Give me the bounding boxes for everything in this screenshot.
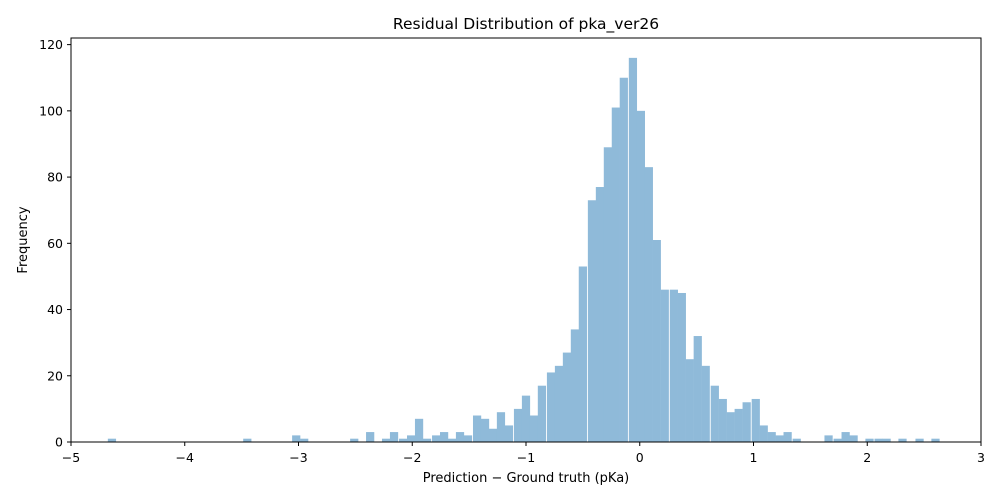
histogram-bar <box>422 438 432 442</box>
histogram-bar <box>931 438 940 442</box>
y-tick-label: 100 <box>39 103 63 118</box>
histogram-bar <box>554 365 564 442</box>
y-tick-label: 40 <box>47 302 63 317</box>
x-axis-label: Prediction − Ground truth (pKa) <box>423 471 630 486</box>
y-tick-label: 20 <box>47 368 63 383</box>
y-tick-label: 60 <box>47 236 63 251</box>
histogram-bar <box>865 438 874 442</box>
histogram-bar <box>480 418 490 442</box>
x-tick-label: −2 <box>403 450 421 465</box>
plot-frame <box>70 37 982 443</box>
histogram-bar <box>529 415 539 442</box>
histogram-bars <box>107 57 940 443</box>
histogram-bar <box>107 438 117 442</box>
chart-title: Residual Distribution of pka_ver26 <box>393 15 659 34</box>
x-tick-label: −1 <box>517 450 535 465</box>
histogram-bar <box>710 385 719 442</box>
histogram-bar <box>751 398 760 442</box>
histogram-bar <box>636 110 645 442</box>
y-tick-label: 120 <box>39 37 63 52</box>
histogram-bar <box>562 352 572 442</box>
histogram-bar <box>578 266 587 442</box>
histogram-bar <box>726 412 735 442</box>
histogram-bar <box>407 435 416 442</box>
histogram-bar <box>833 438 842 442</box>
histogram-bar <box>292 435 301 442</box>
histogram-bar <box>546 372 556 442</box>
y-tick-label: 0 <box>55 435 63 450</box>
histogram-bar <box>693 336 702 442</box>
histogram-bar <box>300 438 309 442</box>
x-tick-label: −4 <box>176 450 194 465</box>
histogram-bar <box>432 435 441 442</box>
histogram-bar <box>513 408 523 442</box>
histogram-bar <box>488 428 498 442</box>
histogram-bar <box>399 438 408 442</box>
histogram-bar <box>447 438 457 442</box>
histogram-bar <box>611 107 620 442</box>
histogram-bar <box>792 438 801 442</box>
histogram-bar <box>701 365 710 442</box>
x-tick-label: 0 <box>636 450 644 465</box>
histogram-bar <box>759 425 768 442</box>
x-tick-label: 1 <box>750 450 758 465</box>
histogram-bar <box>849 435 858 442</box>
y-axis-label: Frequency <box>16 206 31 273</box>
histogram-bar <box>628 57 638 443</box>
histogram-bar <box>243 438 252 442</box>
histogram-bar <box>898 438 907 442</box>
histogram-bar <box>504 425 514 442</box>
histogram-bar <box>350 438 359 442</box>
histogram-bar <box>669 289 678 442</box>
histogram-bar <box>463 435 473 442</box>
x-axis: −5 −4 −3 −2 −1 0 1 2 3 <box>62 442 985 465</box>
histogram-bar <box>824 435 833 442</box>
histogram-bar <box>677 292 686 442</box>
histogram-bar <box>619 77 628 443</box>
histogram-bar <box>685 359 694 442</box>
histogram-bar <box>381 438 391 442</box>
histogram-bar <box>660 289 669 442</box>
x-tick-label: −5 <box>62 450 80 465</box>
histogram-bar <box>570 329 580 442</box>
histogram-bar <box>783 432 792 442</box>
histogram-bar <box>389 432 399 442</box>
histogram-bar <box>521 395 531 442</box>
histogram-bar <box>439 432 449 442</box>
histogram-bar <box>496 412 506 442</box>
y-axis: 0 20 40 60 80 100 120 <box>39 37 71 450</box>
histogram-bar <box>414 418 424 442</box>
x-tick-label: −3 <box>289 450 307 465</box>
histogram-bar <box>767 432 776 442</box>
x-tick-label: 3 <box>977 450 985 465</box>
histogram-bar <box>841 432 850 442</box>
histogram-bar <box>472 415 482 442</box>
histogram-bar <box>537 385 547 442</box>
y-tick-label: 80 <box>47 170 63 185</box>
histogram-bar <box>874 438 883 442</box>
histogram-bar <box>734 408 743 442</box>
histogram-bar <box>644 167 653 442</box>
x-tick-label: 2 <box>863 450 871 465</box>
histogram-bar <box>775 435 784 442</box>
histogram-bar <box>915 438 924 442</box>
histogram-bar <box>587 200 597 442</box>
histogram-bar <box>652 240 661 442</box>
histogram-bar <box>595 187 605 442</box>
histogram-bar <box>718 398 727 442</box>
histogram-bar <box>742 402 751 442</box>
histogram-bar <box>455 432 465 442</box>
histogram-bar <box>366 432 375 442</box>
histogram-bar <box>603 147 613 442</box>
histogram-bar <box>882 438 891 442</box>
